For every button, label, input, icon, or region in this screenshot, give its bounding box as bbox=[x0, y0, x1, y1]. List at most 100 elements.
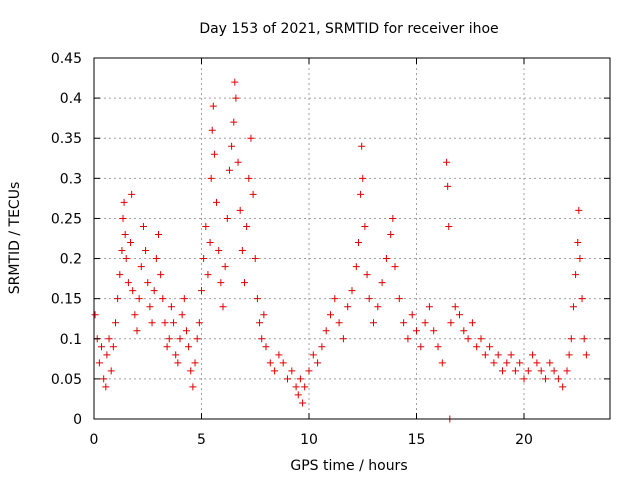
data-point bbox=[213, 198, 221, 206]
data-point bbox=[167, 303, 175, 311]
data-point bbox=[178, 311, 186, 319]
data-point bbox=[314, 359, 322, 367]
data-points bbox=[91, 78, 590, 423]
data-point bbox=[152, 255, 160, 263]
data-point bbox=[309, 351, 317, 359]
data-point bbox=[296, 375, 304, 383]
data-point bbox=[137, 263, 145, 271]
data-point bbox=[109, 343, 117, 351]
data-point bbox=[258, 335, 266, 343]
data-point bbox=[241, 279, 248, 287]
data-point bbox=[231, 78, 239, 86]
data-point bbox=[413, 327, 420, 335]
data-point bbox=[133, 327, 141, 335]
data-point bbox=[348, 287, 356, 295]
data-point bbox=[378, 279, 386, 287]
data-point bbox=[210, 150, 218, 158]
data-point bbox=[262, 343, 270, 351]
data-point bbox=[292, 383, 300, 391]
data-point bbox=[275, 351, 283, 359]
data-point bbox=[163, 343, 171, 351]
data-point bbox=[359, 174, 367, 182]
data-point bbox=[202, 222, 210, 230]
data-point bbox=[357, 190, 365, 198]
data-point bbox=[554, 375, 562, 383]
data-point bbox=[404, 335, 412, 343]
data-point bbox=[503, 359, 511, 367]
data-point bbox=[447, 319, 455, 327]
data-point bbox=[550, 367, 558, 375]
data-point bbox=[546, 359, 554, 367]
data-point bbox=[144, 279, 152, 287]
y-tick-label: 0.05 bbox=[51, 372, 82, 388]
data-point bbox=[102, 383, 110, 391]
data-point bbox=[486, 343, 494, 351]
data-point bbox=[121, 230, 129, 238]
data-point bbox=[118, 247, 126, 255]
data-point bbox=[374, 303, 382, 311]
data-point bbox=[142, 247, 150, 255]
data-point bbox=[251, 255, 259, 263]
data-point bbox=[189, 383, 197, 391]
data-point bbox=[271, 367, 279, 375]
x-tick-labels: 0 5 10 15 20 bbox=[90, 432, 533, 448]
data-point bbox=[468, 319, 476, 327]
data-point bbox=[260, 311, 268, 319]
data-point bbox=[520, 375, 528, 383]
data-point bbox=[344, 303, 352, 311]
data-point bbox=[425, 303, 433, 311]
data-point bbox=[575, 206, 583, 214]
data-point bbox=[103, 351, 111, 359]
data-point bbox=[174, 359, 182, 367]
data-point bbox=[187, 367, 195, 375]
data-point bbox=[228, 142, 236, 150]
data-point bbox=[288, 367, 296, 375]
data-point bbox=[139, 222, 147, 230]
y-tick-label: 0.2 bbox=[60, 252, 82, 268]
data-point bbox=[127, 239, 135, 247]
data-point bbox=[245, 174, 253, 182]
data-point bbox=[105, 335, 113, 343]
data-point bbox=[180, 295, 188, 303]
data-point bbox=[389, 214, 397, 222]
data-point bbox=[238, 247, 246, 255]
y-tick-label: 0 bbox=[73, 412, 82, 428]
data-point bbox=[533, 359, 541, 367]
data-point bbox=[176, 335, 184, 343]
data-point bbox=[159, 295, 167, 303]
data-point bbox=[148, 319, 156, 327]
data-point bbox=[382, 255, 390, 263]
data-point bbox=[116, 271, 124, 279]
grid bbox=[94, 58, 610, 419]
data-point bbox=[150, 287, 158, 295]
x-tick-label: 5 bbox=[197, 432, 206, 448]
data-point bbox=[473, 343, 481, 351]
data-point bbox=[499, 367, 506, 375]
data-point bbox=[301, 383, 309, 391]
data-point bbox=[537, 367, 545, 375]
axis-ticks bbox=[93, 57, 610, 420]
chart-title: Day 153 of 2021, SRMTID for receiver iho… bbox=[199, 21, 498, 37]
data-point bbox=[464, 335, 472, 343]
data-point bbox=[253, 295, 261, 303]
data-point bbox=[445, 222, 453, 230]
data-point bbox=[243, 222, 251, 230]
data-point bbox=[100, 375, 108, 383]
data-point bbox=[370, 319, 377, 327]
data-point bbox=[305, 367, 313, 375]
data-point bbox=[408, 311, 416, 319]
data-point bbox=[146, 303, 154, 311]
data-point bbox=[95, 359, 103, 367]
data-point bbox=[335, 319, 343, 327]
data-point bbox=[358, 142, 366, 150]
data-point bbox=[354, 239, 362, 247]
data-point bbox=[207, 174, 215, 182]
data-point bbox=[215, 247, 223, 255]
data-point bbox=[247, 134, 255, 142]
data-point bbox=[234, 158, 242, 166]
x-axis-label: GPS time / hours bbox=[290, 458, 407, 474]
data-point bbox=[217, 279, 225, 287]
y-tick-label: 0.35 bbox=[51, 131, 82, 147]
data-point bbox=[236, 206, 244, 214]
data-point bbox=[182, 327, 190, 335]
